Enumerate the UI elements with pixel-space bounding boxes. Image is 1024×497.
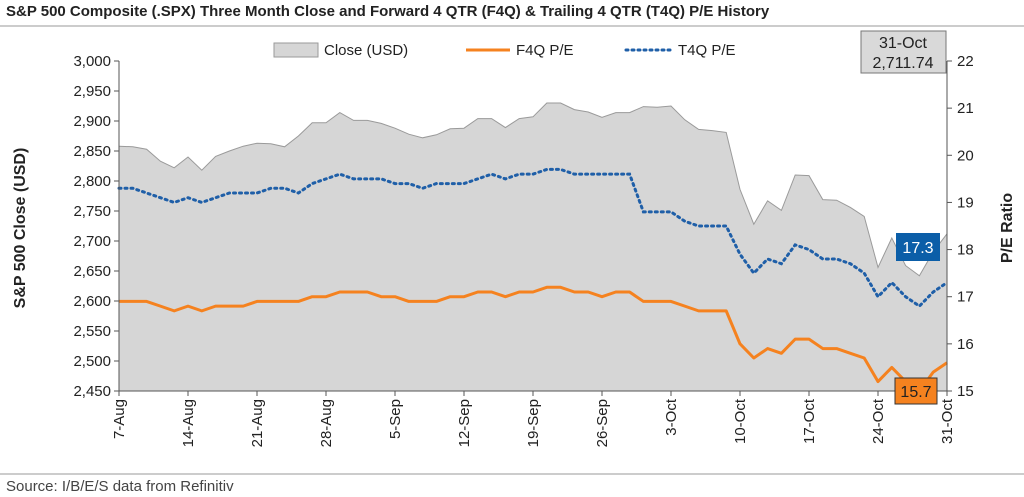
x-tick-label: 24-Oct	[870, 398, 887, 444]
axes: 2,450 2,500 2,550 2,600 2,650 2,700 2,750 2,800…	[73, 53, 973, 447]
y2-tick-label: 18	[957, 242, 974, 259]
x-tick-label: 14-Aug	[180, 399, 197, 447]
y2-axis-title: P/E Ratio	[999, 193, 1016, 263]
y-tick-label: 2,900	[73, 113, 111, 130]
t4q-callout: 17.3	[896, 233, 940, 261]
y-tick-label: 2,650	[73, 263, 111, 280]
t4q-callout-value: 17.3	[902, 240, 933, 257]
legend-t4q-label: T4Q P/E	[678, 42, 736, 59]
last-close-box: 31-Oct 2,711.74	[860, 30, 947, 74]
legend-close-swatch	[273, 42, 319, 58]
x-tick-label: 7-Aug	[111, 399, 128, 439]
chart-title: S&P 500 Composite (.SPX) Three Month Clo…	[6, 3, 770, 20]
x-tick-label: 31-Oct	[939, 398, 956, 444]
y-tick-label: 2,950	[73, 83, 111, 100]
x-tick-label: 17-Oct	[801, 398, 818, 444]
legend-f4q-label: F4Q P/E	[516, 42, 574, 59]
y2-tick-label: 17	[957, 289, 974, 306]
y-tick-label: 2,450	[73, 383, 111, 400]
y-tick-label: 2,500	[73, 353, 111, 370]
x-tick-label: 21-Aug	[249, 399, 266, 447]
x-tick-label: 12-Sep	[456, 399, 473, 447]
y-tick-label: 2,700	[73, 233, 111, 250]
close-line	[118, 102, 948, 277]
x-tick-label: 19-Sep	[525, 399, 542, 447]
close-area	[119, 103, 947, 391]
y-tick-label: 2,550	[73, 323, 111, 340]
y2-tick-label: 19	[957, 194, 974, 211]
f4q-callout-value: 15.7	[900, 384, 931, 401]
y-tick-label: 2,850	[73, 143, 111, 160]
legend-close-label: Close (USD)	[324, 42, 408, 59]
t4q-pe-line	[117, 167, 949, 309]
f4q-callout: 15.7	[894, 377, 938, 405]
y2-tick-label: 21	[957, 100, 974, 117]
legend: Close (USD) F4Q P/E T4Q P/E	[273, 42, 736, 59]
y2-tick-label: 22	[957, 53, 974, 70]
t4q-callout-background	[896, 233, 940, 261]
y-tick-label: 2,750	[73, 203, 111, 220]
y2-tick-label: 20	[957, 147, 974, 164]
y-tick-label: 2,800	[73, 173, 111, 190]
last-close-date: 31-Oct	[879, 35, 928, 52]
f4q-callout-background	[894, 377, 938, 405]
last-close-value: 2,711.74	[872, 55, 933, 72]
x-tick-label: 5-Sep	[387, 399, 404, 439]
y2-tick-label: 16	[957, 336, 974, 353]
y2-tick-label: 15	[957, 383, 974, 400]
y-axis-title: S&P 500 Close (USD)	[12, 148, 29, 309]
y-tick-label: 2,600	[73, 293, 111, 310]
f4q-pe-line	[119, 285, 948, 393]
source-note: Source: I/B/E/S data from Refinitiv	[6, 478, 234, 495]
x-tick-label: 26-Sep	[594, 399, 611, 447]
x-tick-label: 3-Oct	[663, 398, 680, 436]
x-tick-label: 28-Aug	[318, 399, 335, 447]
last-close-background	[860, 30, 947, 74]
y-tick-label: 3,000	[73, 53, 111, 70]
plot-area	[117, 102, 949, 393]
x-tick-label: 10-Oct	[732, 398, 749, 444]
